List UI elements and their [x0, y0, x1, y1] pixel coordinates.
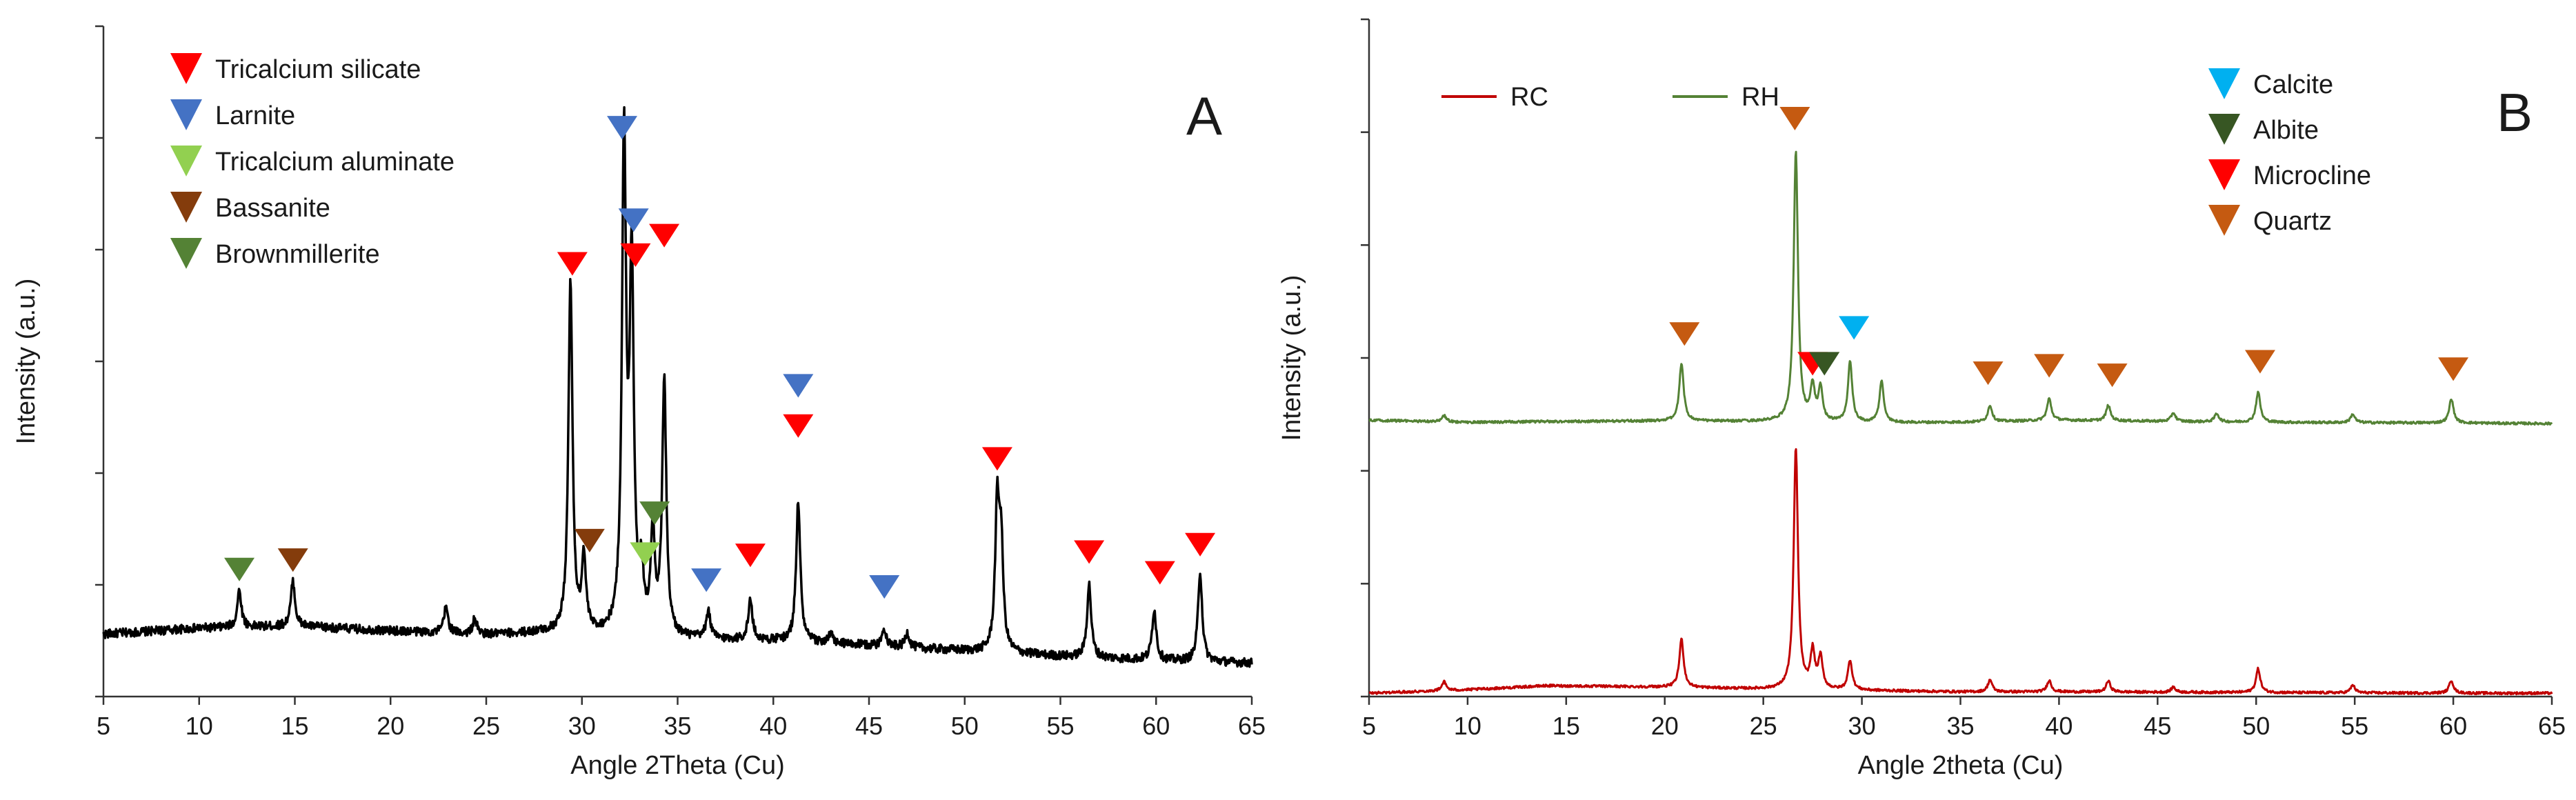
panel-b-letter: B	[2497, 82, 2533, 143]
panel-a-marker-tricalcium-silicate	[981, 447, 1012, 471]
panel-b-x-tick-label: 25	[1750, 712, 1777, 740]
panel-b-trace-rh	[1368, 150, 2553, 426]
panel-b-x-tick-label: 45	[2144, 712, 2171, 740]
panel-b-marker-quartz	[1779, 106, 1810, 131]
panel-a-letter: A	[1186, 86, 1222, 146]
panel-a-marker-larnite	[618, 208, 649, 232]
legend-label-albite: Albite	[2253, 116, 2319, 145]
legend-marker-tricalcium-silicate	[170, 53, 202, 84]
panel-a-marker-bassanite	[574, 528, 605, 553]
panel-a-marker-tricalcium-silicate	[1185, 532, 1216, 557]
panel-b-x-axis-title: Angle 2theta (Cu)	[1858, 751, 2064, 780]
panel-a-x-tick-label: 20	[377, 712, 404, 740]
panel-a-chart: 5 10 15 20 25 30 35 40 45 50 55 60 65 Angle 2Theta (C…	[12, 25, 1266, 780]
panel-a-marker-brownmillerite	[224, 557, 255, 581]
panel-a-marker-larnite	[783, 374, 814, 398]
panel-a-x-tick-label: 10	[186, 712, 213, 740]
panel-a-marker-tricalcium-silicate	[649, 223, 680, 248]
panel-b-marker-calcite	[1839, 316, 1870, 340]
panel-a-x-tick-label: 60	[1142, 712, 1170, 740]
panel-a-x-tick-label: 35	[663, 712, 691, 740]
panel-a-x-tick-label: 30	[568, 712, 596, 740]
legend-label-calcite: Calcite	[2253, 70, 2333, 99]
legend-marker-albite	[2208, 114, 2240, 145]
legend-label-quartz: Quartz	[2253, 207, 2332, 236]
panel-a-marker-tricalcium-silicate	[735, 543, 766, 568]
panel-a-x-tick-label: 15	[281, 712, 308, 740]
panel-b-x-tick-label: 40	[2045, 712, 2073, 740]
panel-a-marker-larnite	[607, 116, 638, 140]
series-legend-label-rc: RC	[1510, 83, 1548, 112]
panel-b-marker-quartz	[1669, 322, 1700, 346]
panel-a-marker-tricalcium-silicate	[557, 252, 588, 276]
panel-a-x-tick-label: 5	[97, 712, 110, 740]
panel-a-x-axis-title: Angle 2Theta (Cu)	[570, 751, 785, 780]
legend-label-bassanite: Bassanite	[215, 194, 330, 223]
panel-b-marker-quartz	[1973, 361, 2004, 386]
legend-label-tricalcium-aluminate: Tricalcium aluminate	[215, 148, 455, 177]
legend-marker-tricalcium-aluminate	[170, 146, 202, 177]
panel-a-marker-tricalcium-aluminate	[630, 542, 661, 566]
legend-marker-bassanite	[170, 192, 202, 223]
panel-a-marker-larnite	[691, 568, 722, 592]
panel-b-x-tick-label: 55	[2341, 712, 2368, 740]
panel-a-x-tick-label: 40	[759, 712, 787, 740]
panel-a-x-tick-label: 65	[1238, 712, 1266, 740]
legend-marker-brownmillerite	[170, 238, 202, 269]
panel-b-marker-quartz	[2438, 357, 2469, 381]
panel-b-marker-albite	[1809, 352, 1840, 376]
panel-a-trace	[102, 106, 1253, 668]
panel-a-y-axis-title: Intensity (a.u.)	[12, 279, 41, 445]
panel-b-x-tick-label: 50	[2242, 712, 2270, 740]
panel-b-x-tick-label: 60	[2439, 712, 2467, 740]
panel-a-x-tick-label: 45	[855, 712, 883, 740]
legend-marker-microcline	[2208, 159, 2240, 190]
panel-a-marker-larnite	[869, 574, 900, 599]
panel-b-x-tick-label: 20	[1651, 712, 1679, 740]
legend-marker-calcite	[2208, 68, 2240, 99]
panel-a-marker-brownmillerite	[639, 501, 670, 526]
panel-a-x-tick-label: 50	[951, 712, 979, 740]
legend-marker-quartz	[2208, 205, 2240, 236]
panel-b-marker-quartz	[2034, 354, 2065, 378]
panel-b-marker-quartz	[2244, 350, 2275, 374]
panel-b-x-tick-label: 30	[1848, 712, 1876, 740]
panel-b-x-tick-label: 10	[1454, 712, 1481, 740]
panel-a-marker-tricalcium-silicate	[620, 243, 651, 267]
legend-label-microcline: Microcline	[2253, 161, 2371, 190]
panel-b-x-tick-label: 65	[2538, 712, 2566, 740]
panel-b-marker-quartz	[2097, 363, 2128, 388]
panel-a-marker-bassanite	[277, 548, 308, 572]
panel-a-marker-tricalcium-silicate	[783, 414, 814, 438]
legend-marker-larnite	[170, 99, 202, 130]
panel-a-x-tick-label: 25	[472, 712, 500, 740]
panel-a-x-tick-label: 55	[1046, 712, 1074, 740]
legend-label-larnite: Larnite	[215, 101, 295, 130]
panel-b-y-axis-title: Intensity (a.u.)	[1277, 275, 1306, 441]
panel-b-x-tick-label: 15	[1552, 712, 1580, 740]
panel-a-marker-tricalcium-silicate	[1144, 561, 1175, 585]
panel-b-chart: 5 10 15 20 25 30 35 40 45 50 55 60 65 Angle 2theta (C…	[1277, 18, 2566, 780]
legend-label-tricalcium-silicate: Tricalcium silicate	[215, 55, 421, 84]
panel-b-x-tick-label: 35	[1946, 712, 1974, 740]
panel-b-x-tick-label: 5	[1362, 712, 1376, 740]
series-legend-label-rh: RH	[1741, 83, 1779, 112]
panel-b-trace-rc	[1368, 448, 2553, 696]
panel-a-marker-tricalcium-silicate	[1074, 540, 1105, 564]
legend-label-brownmillerite: Brownmillerite	[215, 240, 380, 269]
